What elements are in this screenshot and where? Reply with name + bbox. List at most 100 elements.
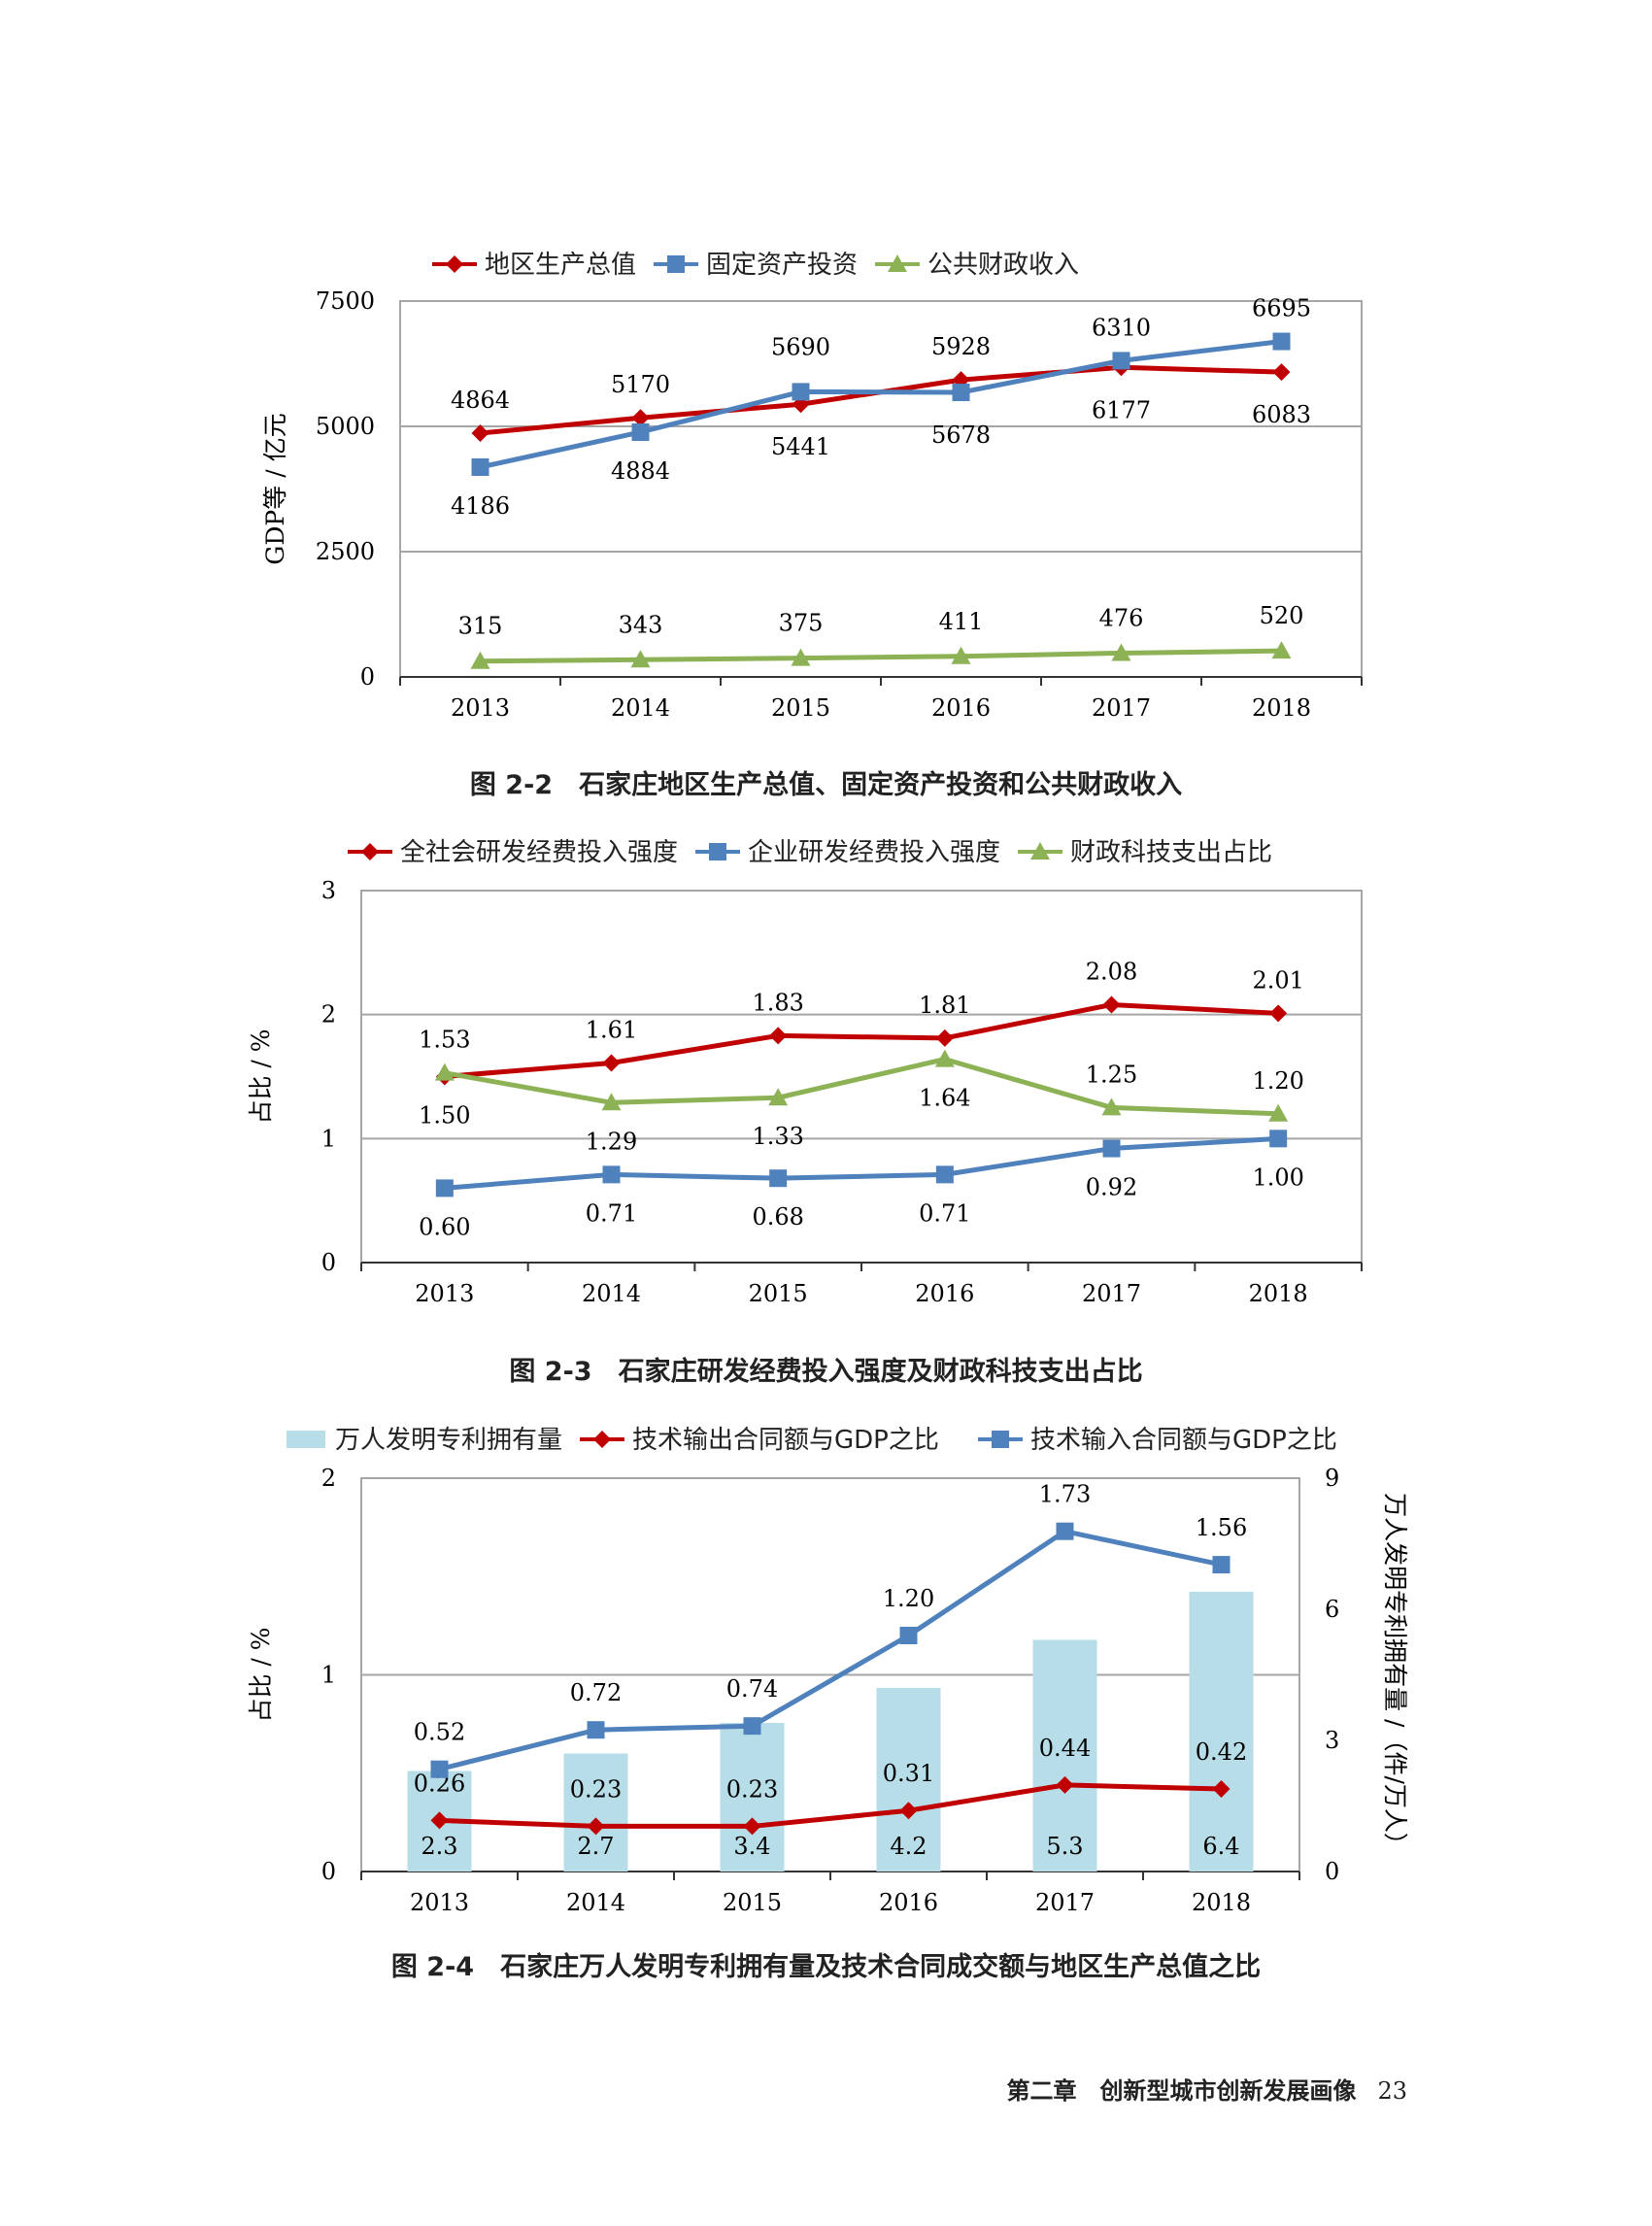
legend-label-1: 技术输出合同额与GDP之比: [632, 1426, 939, 1455]
series-2-label-4: 1.25: [1086, 1061, 1137, 1088]
series-2-label-3: 1.64: [919, 1085, 970, 1112]
x-tick-label-5: 2018: [1252, 694, 1311, 722]
series-0-point-4: [1102, 995, 1121, 1014]
series-2-label-5: 1.20: [1252, 1067, 1303, 1095]
chart-patent-caption: 图 2-4 石家庄万人发明专利拥有量及技术合同成交额与地区生产总值之比: [390, 1952, 1262, 1982]
series-1-label-2: 0.68: [752, 1203, 803, 1231]
series-0-point-1: [587, 1817, 605, 1836]
series-0-label-0: 1.50: [419, 1102, 470, 1130]
series-1-point-5: [1272, 332, 1291, 351]
x-tick-label-4: 2017: [1092, 694, 1151, 722]
legend-label-2: 财政科技支出占比: [1070, 838, 1272, 867]
y-tick-label-0: 0: [321, 1249, 336, 1276]
series-2-point-3: [934, 1049, 955, 1067]
series-2-point-1: [601, 1093, 622, 1111]
x-tick-label-1: 2014: [566, 1889, 625, 1916]
y-axis-title: 占比 / %: [247, 1029, 275, 1124]
series-2-point-0: [470, 651, 490, 669]
x-tick-label-3: 2016: [879, 1889, 938, 1916]
legend-label-0: 地区生产总值: [485, 251, 636, 280]
series-0-label-3: 0.31: [883, 1760, 934, 1787]
y-tick-label-0: 0: [360, 663, 375, 691]
series-1-point-4: [1056, 1522, 1074, 1540]
legend-marker-1: [667, 255, 685, 273]
y-tick-label-2: 2: [321, 1001, 336, 1029]
x-tick-label-5: 2018: [1192, 1889, 1251, 1916]
series-1-label-3: 0.71: [919, 1199, 970, 1227]
bar-label-2: 3.4: [733, 1833, 770, 1860]
series-2-point-2: [791, 648, 811, 666]
legend-label-0: 万人发明专利拥有量: [335, 1426, 562, 1455]
series-1-point-0: [435, 1179, 454, 1197]
series-2-label-1: 1.29: [586, 1128, 637, 1155]
footer-chapter: 第二章 创新型城市创新发展画像: [1006, 2077, 1357, 2105]
bar-3: [876, 1688, 941, 1872]
series-1-point-4: [1102, 1139, 1121, 1158]
series-1-point-2: [792, 383, 810, 401]
series-0-point-0: [430, 1811, 449, 1830]
y-tick-label-3: 3: [321, 877, 336, 904]
series-1-label-1: 0.71: [586, 1199, 637, 1227]
series-1-label-0: 4186: [451, 492, 510, 520]
series-0-point-4: [1056, 1775, 1074, 1794]
series-line-2: [444, 1057, 1279, 1117]
series-2-point-1: [630, 650, 651, 668]
x-tick-label-2: 2015: [771, 694, 830, 722]
series-0-label-1: 1.61: [586, 1016, 637, 1043]
series-1-label-5: 1.00: [1252, 1164, 1303, 1191]
series-2-point-3: [951, 646, 971, 664]
legend-marker-2: [888, 254, 907, 272]
series-0-label-5: 6083: [1252, 401, 1311, 428]
series-1-point-0: [471, 458, 489, 477]
y-tick-label-2: 5000: [316, 413, 375, 440]
x-tick-label-2: 2015: [723, 1889, 782, 1916]
series-0-point-5: [1272, 363, 1291, 382]
series-0-label-5: 2.01: [1252, 966, 1303, 994]
x-tick-label-0: 2013: [415, 1280, 474, 1307]
legend-marker-1: [593, 1431, 611, 1448]
series-1-point-1: [587, 1721, 605, 1739]
legend-marker-0: [361, 843, 379, 860]
series-0-point-2: [769, 1027, 788, 1045]
series-1-label-5: 6695: [1252, 295, 1311, 322]
chart-rd-svg: 0 1 2 3 2013 2014 2015 2016 2017 2018 占比 / % 1.50 1.…: [247, 838, 1363, 1307]
series-2-label-0: 1.53: [419, 1027, 470, 1054]
series-1-point-2: [769, 1169, 788, 1188]
bar-label-0: 2.3: [421, 1833, 457, 1860]
legend-marker-0: [446, 255, 463, 273]
series-1-label-1: 0.72: [570, 1679, 622, 1706]
bar-label-5: 6.4: [1202, 1833, 1239, 1860]
series-2-point-5: [1271, 641, 1292, 659]
y-right-axis-title: 万人发明专利拥有量 /（件/万人）: [1381, 1493, 1409, 1857]
bar-1: [563, 1753, 628, 1872]
series-2-point-2: [768, 1088, 789, 1106]
chart-rd-caption: 图 2-3 石家庄研发经费投入强度及财政科技支出占比: [509, 1357, 1143, 1387]
series-0-point-1: [631, 409, 650, 427]
series-1-point-3: [935, 1165, 954, 1184]
bar-label-3: 4.2: [890, 1833, 927, 1860]
series-0-label-1: 0.23: [570, 1775, 622, 1803]
series-1-label-0: 0.60: [419, 1213, 470, 1240]
series-0-point-2: [792, 395, 810, 414]
series-line-0: [480, 364, 1282, 436]
series-1-point-0: [430, 1760, 449, 1778]
series-1-point-1: [631, 422, 650, 441]
x-tick-label-1: 2014: [611, 694, 670, 722]
series-0-label-4: 0.44: [1039, 1735, 1091, 1762]
series-line-2: [480, 648, 1282, 664]
series-line-0: [439, 1782, 1222, 1829]
series-0-label-3: 5928: [931, 333, 991, 360]
series-0-label-0: 4864: [451, 387, 510, 414]
series-0-point-2: [743, 1817, 761, 1836]
series-2-label-2: 1.33: [752, 1123, 803, 1150]
series-0-label-1: 5170: [611, 371, 670, 398]
x-tick-label-4: 2017: [1035, 1889, 1095, 1916]
series-2-point-5: [1268, 1103, 1289, 1122]
series-2-label-4: 476: [1099, 604, 1144, 631]
series-1-label-3: 5678: [931, 422, 991, 449]
bar-label-1: 2.7: [577, 1833, 614, 1860]
x-tick-label-5: 2018: [1249, 1280, 1308, 1307]
y-right-tick-label-0: 0: [1325, 1858, 1339, 1885]
y-tick-label-3: 7500: [316, 287, 375, 315]
footer-page-number: 23: [1377, 2077, 1407, 2105]
